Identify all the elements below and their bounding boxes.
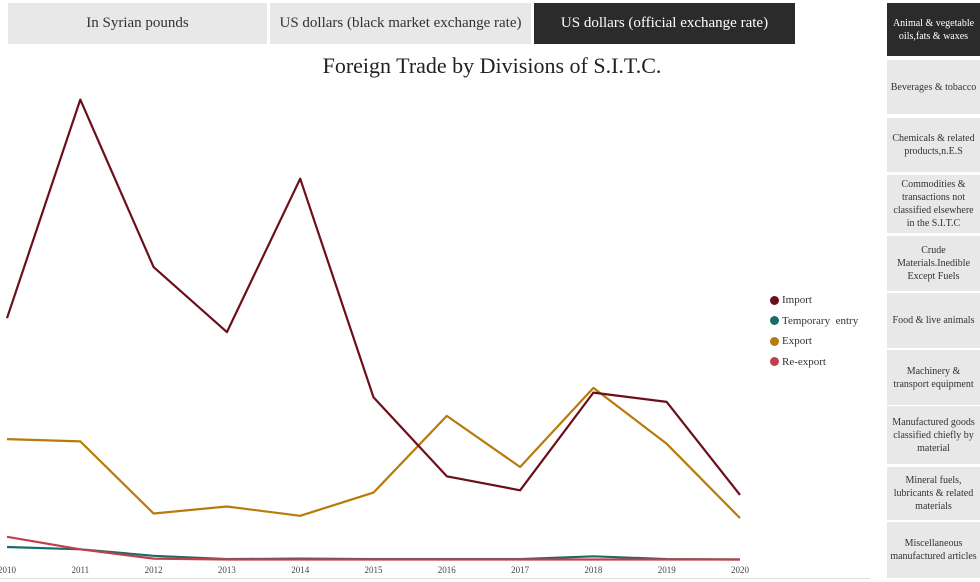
series-line-re-export [6,535,740,561]
division-button-manufactured-goods[interactable]: Manufactured goods classified chiefly by… [887,406,980,464]
legend-marker-temporary-entry [770,316,779,326]
legend-item-export[interactable]: Export [770,331,858,352]
division-button-animal-vegetable-oils[interactable]: Animal & vegetable oils,fats & waxes [887,3,980,56]
x-tick-label: 2017 [511,565,530,575]
x-tick-label: 2020 [731,565,750,575]
legend-label-import: Import [782,294,812,307]
x-tick-label: 2012 [145,565,163,575]
tab-syrian-pounds[interactable]: In Syrian pounds [8,3,267,44]
x-tick-label: 2011 [71,565,89,575]
legend-item-import[interactable]: Import [770,290,858,311]
division-button-crude-materials[interactable]: Crude Materials.Inedible Except Fuels [887,236,980,291]
legend-marker-re-export [770,357,779,367]
bottom-divider [0,578,870,579]
division-button-machinery[interactable]: Machinery & transport equipment [887,350,980,405]
x-tick-label: 2019 [658,565,677,575]
x-tick-label: 2013 [218,565,237,575]
chart-title: Foreign Trade by Divisions of S.I.T.C. [322,53,662,78]
line-chart: 2010 2011 2012 2013 2014 2015 2016 2017 2018 2019… [0,98,750,575]
x-tick-label: 2010 [0,565,17,575]
tab-usd-black-market[interactable]: US dollars (black market exchange rate) [270,3,531,44]
tab-usd-official[interactable]: US dollars (official exchange rate) [534,3,795,44]
view-tabs: In Syrian pounds US dollars (black marke… [8,3,795,44]
series-line-export [6,386,741,519]
x-tick-label: 2018 [584,565,603,575]
division-button-chemicals[interactable]: Chemicals & related products,n.E.S [887,118,980,172]
division-button-mineral-fuels[interactable]: Mineral fuels, lubricants & related mate… [887,467,980,520]
series-line-import [5,98,741,496]
division-button-miscellaneous[interactable]: Miscellaneous manufactured articles [887,522,980,578]
division-button-beverages-tobacco[interactable]: Beverages & tobacco [887,60,980,114]
legend-label-export: Export [782,335,812,348]
division-button-food-live-animals[interactable]: Food & live animals [887,293,980,348]
legend-label-temporary-entry: Temporary entry [782,314,859,327]
legend-item-temporary-entry[interactable]: Temporary entry [770,311,858,332]
division-button-commodities[interactable]: Commodities & transactions not classifie… [887,175,980,233]
x-tick-label: 2016 [438,565,457,575]
legend-marker-import [770,295,779,305]
x-tick-label: 2015 [365,565,384,575]
legend-marker-export [770,336,779,346]
legend-label-re-export: Re-export [782,355,826,368]
x-tick-label: 2014 [291,565,310,575]
legend-item-re-export[interactable]: Re-export [770,352,858,373]
chart-legend: Import Temporary entry Export Re-export [770,290,858,372]
